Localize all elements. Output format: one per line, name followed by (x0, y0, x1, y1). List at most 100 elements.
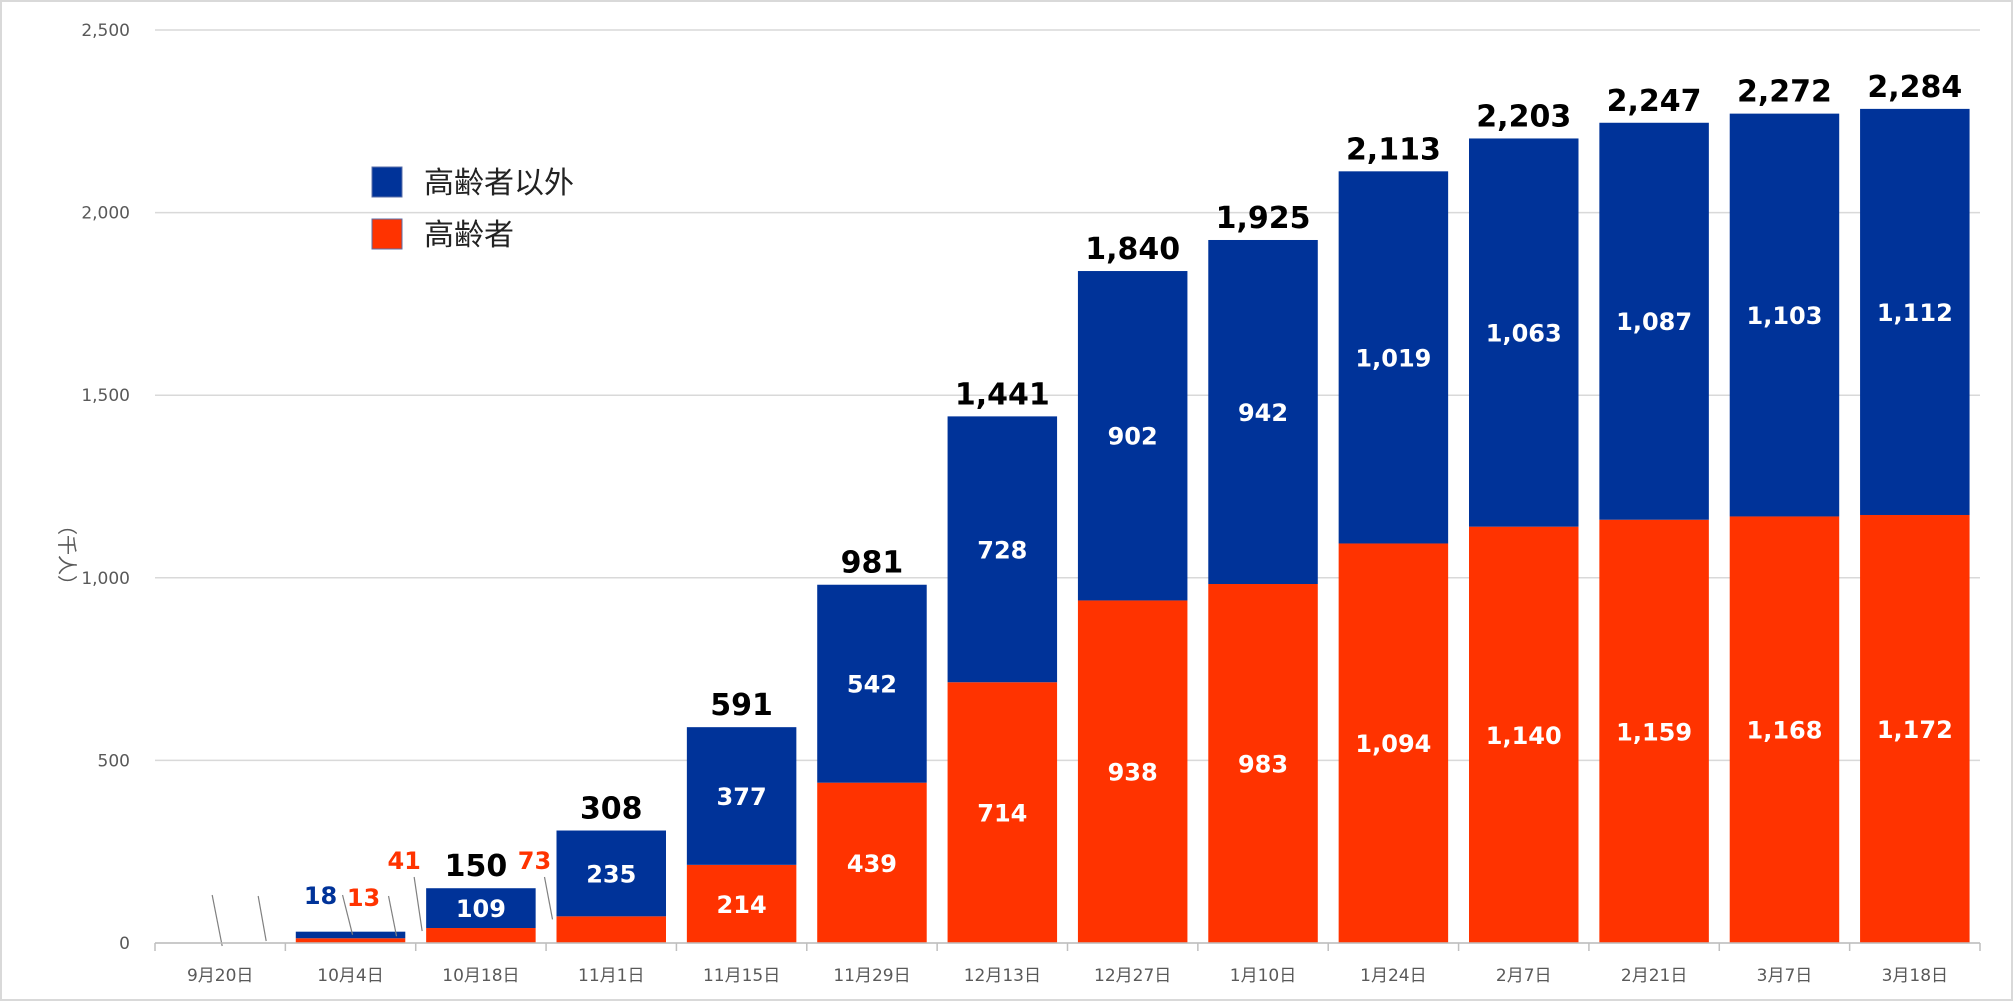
data-label-elderly: 439 (847, 850, 897, 878)
data-label-non-elderly: 1,112 (1877, 299, 1953, 327)
bar-segment-elderly (556, 916, 666, 943)
data-label-total: 2,284 (1867, 70, 1962, 105)
bar-segment-elderly (947, 682, 1058, 943)
x-tick-label: 2月7日 (1496, 966, 1552, 986)
data-label-elderly: 1,159 (1616, 718, 1692, 746)
bar-segment-elderly (295, 938, 406, 943)
data-label-total: 2,113 (1346, 132, 1441, 167)
leader-line-non-elderly (211, 894, 223, 947)
data-label-elderly: 983 (1238, 751, 1288, 779)
bar-segment-elderly (1077, 600, 1188, 943)
data-label-non-elderly: 18 (304, 882, 337, 910)
bar-segment-non-elderly (1338, 171, 1449, 544)
x-tick-label: 3月18日 (1882, 966, 1948, 986)
x-tick-label: 3月7日 (1757, 966, 1813, 986)
data-label-elderly: 1,168 (1747, 717, 1823, 745)
x-tick-label: 1月10日 (1230, 966, 1296, 986)
bar-segment-non-elderly (1860, 108, 1970, 515)
y-axis-label: （千人） (55, 515, 79, 595)
data-label-total: 2,203 (1476, 99, 1571, 134)
leader-line-elderly (543, 876, 554, 920)
bar-segment-non-elderly (686, 727, 797, 865)
data-label-total: 1,840 (1085, 232, 1180, 267)
x-tick-label: 12月27日 (1094, 966, 1171, 986)
data-label-non-elderly: 902 (1108, 423, 1158, 451)
data-label-elderly: 938 (1108, 759, 1158, 787)
data-label-elderly: 1,094 (1355, 730, 1431, 758)
data-label-total: 1,441 (955, 377, 1050, 412)
data-label-non-elderly: 1,087 (1616, 308, 1692, 336)
bar-segment-non-elderly (295, 931, 406, 939)
bar-segment-elderly (1469, 526, 1579, 943)
bar-segment-non-elderly (426, 888, 536, 929)
data-label-total: 150 (445, 849, 508, 884)
legend-label-non-elderly: 高齢者以外 (424, 166, 574, 201)
y-axis-ticks: 0 500 1,000 1,500 2,000 2,500 (81, 21, 130, 954)
data-label-total: 591 (710, 688, 773, 723)
data-label-non-elderly: 1,103 (1747, 302, 1823, 330)
x-tick-label: 2月21日 (1621, 966, 1687, 986)
legend: 高齢者以外 高齢者 (371, 166, 574, 253)
data-label-elderly: 73 (518, 847, 551, 875)
x-tick-label: 10月18日 (442, 966, 519, 986)
bar-segment-elderly (1860, 514, 1970, 943)
legend-swatch-non-elderly (371, 166, 403, 198)
data-label-total: 981 (841, 546, 904, 581)
data-label-non-elderly: 377 (717, 783, 767, 811)
data-label-elderly: 1,172 (1877, 716, 1953, 744)
bar-segment-elderly (817, 782, 927, 943)
bar-segment-non-elderly (1077, 271, 1188, 601)
data-label-total: 2,247 (1607, 84, 1702, 119)
bar-segment-elderly (1599, 519, 1709, 943)
data-label-total: 2,272 (1737, 75, 1832, 110)
data-label-non-elderly: 235 (586, 860, 636, 888)
leader-line-elderly (257, 895, 267, 942)
data-label-non-elderly: 1,063 (1486, 320, 1562, 348)
data-label-non-elderly: 1,019 (1355, 344, 1431, 372)
x-tick-label: 9月20日 (187, 966, 253, 986)
y-tick-label: 1,000 (81, 569, 130, 589)
bar-segment-elderly (1729, 516, 1840, 943)
x-tick-label: 11月15日 (703, 966, 780, 986)
legend-label-elderly: 高齢者 (424, 218, 514, 253)
data-label-non-elderly: 109 (456, 895, 506, 923)
y-tick-label: 500 (98, 751, 130, 771)
data-label-non-elderly: 942 (1238, 399, 1288, 427)
leader-line-non-elderly (341, 894, 354, 935)
y-tick-label: 1,500 (81, 386, 130, 406)
data-label-total: 308 (580, 792, 643, 827)
data-label-non-elderly: 542 (847, 671, 897, 699)
data-label-non-elderly: 728 (977, 536, 1027, 564)
x-tick-label: 12月13日 (964, 966, 1041, 986)
y-tick-label: 2,500 (81, 21, 130, 41)
bar-segment-non-elderly (1469, 138, 1579, 527)
leader-line-elderly (413, 876, 423, 932)
leader-line-elderly (387, 895, 398, 937)
y-tick-label: 0 (119, 934, 130, 954)
legend-swatch-elderly (371, 218, 403, 250)
bar-segment-elderly (1338, 543, 1449, 943)
data-label-elderly: 41 (387, 847, 420, 875)
y-tick-label: 2,000 (81, 204, 130, 224)
data-label-elderly: 13 (347, 884, 380, 912)
bar-segment-elderly (1208, 584, 1318, 943)
bar-segment-non-elderly (817, 584, 927, 783)
x-tick-label: 1月24日 (1360, 966, 1426, 986)
x-tick-label: 11月29日 (833, 966, 910, 986)
bar-segment-non-elderly (947, 416, 1058, 683)
x-tick-label: 11月1日 (578, 966, 644, 986)
x-tick-label: 10月4日 (317, 966, 383, 986)
bar-segment-elderly (686, 864, 797, 943)
bar-segment-non-elderly (1208, 239, 1318, 585)
bar-segment-non-elderly (1729, 113, 1840, 517)
bar-segment-non-elderly (556, 830, 666, 917)
bar-segment-elderly (426, 928, 536, 943)
x-axis-ticks: 9月20日 10月4日 10月18日 11月1日 11月15日 11月29日 12月13日 1… (154, 942, 1981, 986)
data-label-elderly: 1,140 (1486, 722, 1562, 750)
data-label-elderly: 714 (977, 800, 1027, 828)
bar-segment-non-elderly (1599, 122, 1709, 520)
data-label-total: 1,925 (1216, 201, 1311, 236)
